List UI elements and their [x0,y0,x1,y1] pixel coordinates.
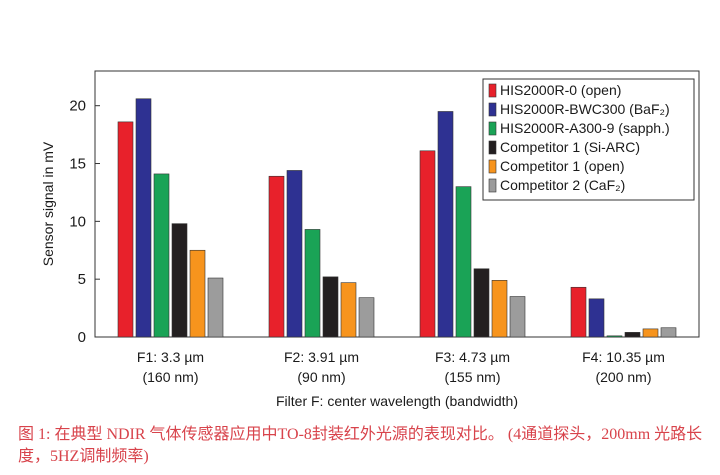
x-axis: F1: 3.3 µm (160 nm) F2: 3.91 µm (90 nm) F3: … [137,349,665,385]
bar [153,173,170,338]
legend-label: HIS2000R-BWC300 (BaF₂) [500,101,670,117]
x-tick-label: F2: 3.91 µm [284,349,359,365]
bar [437,111,454,338]
bar [189,249,206,338]
bar-chart: 0 5 10 15 20 F1: 3.3 µm (160 nm) F2: 3.91 µm (9… [40,70,700,409]
bar [304,229,321,338]
x-tick-label-bandwidth: (160 nm) [142,369,198,385]
legend-swatch [488,140,497,155]
legend-label: Competitor 2 (CaF₂) [500,177,625,193]
y-axis: 0 5 10 15 20 [69,98,100,346]
bar [642,328,659,338]
legend-label: HIS2000R-0 (open) [500,82,621,98]
bar [268,175,285,338]
bar [135,98,152,338]
bar [322,276,339,338]
legend: HIS2000R-0 (open) HIS2000R-BWC300 (BaF₂) H… [482,78,695,201]
bar [358,297,375,338]
figure-caption: 图 1: 在典型 NDIR 气体传感器应用中TO-8封装红外光源的表现对比。 (… [18,426,703,465]
bar [473,268,490,338]
legend-swatch [488,121,497,136]
bar [340,282,357,338]
bars [117,98,677,338]
x-tick-label: F1: 3.3 µm [137,349,204,365]
bar [509,296,526,338]
plot-frame [94,70,700,338]
y-axis-label: Sensor signal in mV [40,141,56,266]
legend-swatch [488,178,497,193]
bar [171,223,188,338]
bar [606,335,623,338]
legend-box [482,78,695,201]
legend-label: Competitor 1 (open) [500,158,625,174]
bar [286,170,303,338]
legend-swatch [488,102,497,117]
y-tick-label: 5 [78,271,86,288]
y-tick-label: 15 [69,156,86,173]
legend-swatch [488,159,497,174]
bar [207,277,224,338]
y-tick-label: 20 [69,98,86,115]
bar [491,280,508,338]
x-axis-label: Filter F: center wavelength (bandwidth) [276,393,518,409]
bar [660,327,677,338]
legend-label: HIS2000R-A300-9 (sapph.) [500,120,670,136]
x-tick-label-bandwidth: (200 nm) [595,369,651,385]
bar [624,332,641,338]
x-tick-label-bandwidth: (155 nm) [444,369,500,385]
legend-swatch [488,83,497,98]
legend-label: Competitor 1 (Si-ARC) [500,139,640,155]
x-tick-label-bandwidth: (90 nm) [297,369,345,385]
x-tick-label: F4: 10.35 µm [582,349,665,365]
y-tick-label: 10 [69,213,86,230]
bar [570,286,587,338]
bar [117,121,134,338]
x-tick-label: F3: 4.73 µm [435,349,510,365]
y-tick-label: 0 [78,329,86,346]
bar [419,150,436,338]
bar [455,186,472,338]
bar [588,298,605,338]
